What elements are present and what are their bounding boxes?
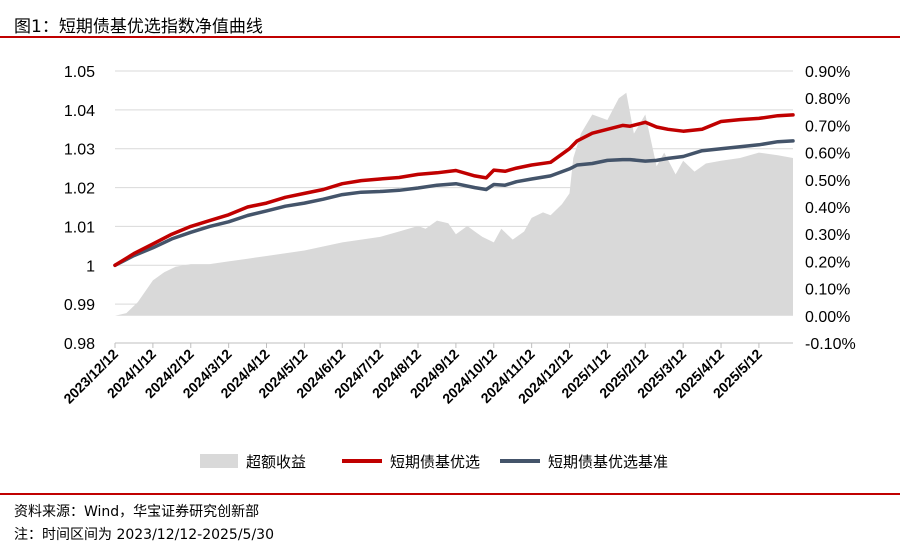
- series-lines: [113, 113, 795, 268]
- legend-benchmark-label: 短期债基优选基准: [548, 453, 668, 471]
- y-right-tick-label: -0.10%: [805, 336, 856, 353]
- y-right-tick-label: 0.60%: [805, 146, 850, 163]
- y-right-tick-label: 0.40%: [805, 200, 850, 217]
- y-axis-left: 1.05 1.04 1.03 1.02 1.01 1 0.99 0.98: [64, 64, 95, 353]
- legend: 超额收益 短期债基优选 短期债基优选基准: [200, 453, 668, 471]
- period-note: 注：时间区间为 2023/12/12-2025/5/30: [14, 527, 274, 543]
- y-left-tick-label: 0.99: [64, 297, 95, 314]
- legend-excess-label: 超额收益: [246, 453, 306, 471]
- legend-index-label: 短期债基优选: [390, 453, 480, 471]
- chart-title: 图1：短期债基优选指数净值曲线: [14, 17, 263, 37]
- y-left-tick-label: 1.03: [64, 142, 95, 159]
- y-right-tick-label: 0.00%: [805, 309, 850, 326]
- y-right-tick-label: 0.90%: [805, 64, 850, 81]
- excess-area: [115, 92, 793, 316]
- legend-excess-swatch: [200, 454, 238, 468]
- y-left-tick-label: 1.02: [64, 181, 95, 198]
- index-line: [113, 113, 795, 268]
- y-left-tick-label: 1.01: [64, 219, 95, 236]
- y-left-tick-label: 1: [86, 258, 95, 275]
- y-left-tick-label: 1.05: [64, 64, 95, 81]
- x-axis: 2023/12/122024/1/122024/2/122024/3/12202…: [60, 342, 793, 407]
- y-left-tick-label: 0.98: [64, 336, 95, 353]
- y-right-tick-label: 0.10%: [805, 282, 850, 299]
- y-right-tick-label: 0.70%: [805, 118, 850, 135]
- bottom-divider: [0, 493, 900, 495]
- y-right-tick-label: 0.20%: [805, 254, 850, 271]
- y-right-tick-label: 0.50%: [805, 173, 850, 190]
- y-left-tick-label: 1.04: [64, 103, 95, 120]
- top-divider: [0, 36, 900, 38]
- y-axis-right: 0.90% 0.80% 0.70% 0.60% 0.50% 0.40% 0.30% 0.20%…: [805, 64, 856, 353]
- benchmark-line: [113, 139, 795, 268]
- excess-return-area: [115, 92, 793, 316]
- y-right-tick-label: 0.80%: [805, 91, 850, 108]
- y-right-tick-label: 0.30%: [805, 227, 850, 244]
- source-note: 资料来源：Wind，华宝证券研究创新部: [14, 504, 260, 520]
